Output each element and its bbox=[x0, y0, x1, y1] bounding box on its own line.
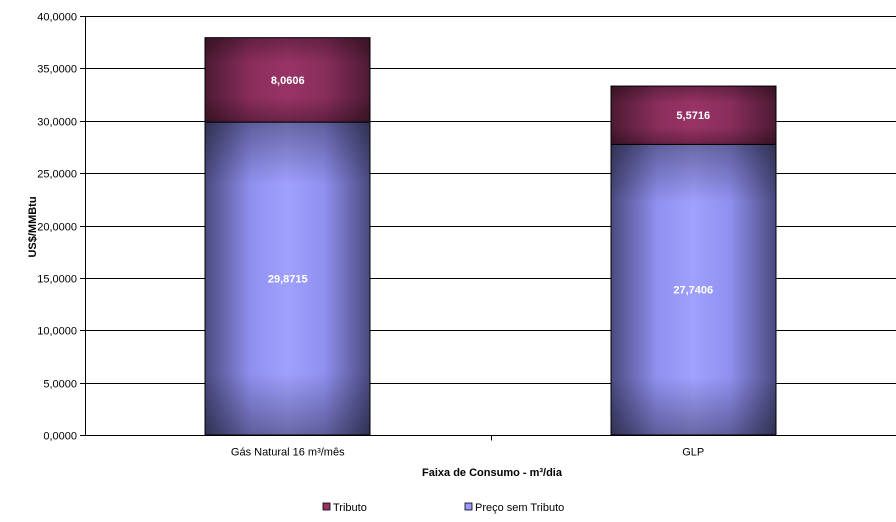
y-tick-label: 30,0000 bbox=[37, 117, 77, 129]
legend-label: Preço sem Tributo bbox=[475, 502, 564, 514]
data-label: 8,0606 bbox=[271, 75, 305, 87]
legend-swatch-tributo bbox=[322, 502, 331, 511]
y-tick-label: 5,0000 bbox=[43, 379, 77, 391]
y-tick-label: 40,0000 bbox=[37, 12, 77, 24]
axes bbox=[80, 16, 896, 441]
y-tick-label: 25,0000 bbox=[37, 169, 77, 181]
bar-segment-tributo-shade bbox=[205, 37, 370, 123]
y-tick-label: 20,0000 bbox=[37, 222, 77, 234]
y-tick-label: 15,0000 bbox=[37, 274, 77, 286]
x-axis-title: Faixa de Consumo - m³/dia bbox=[422, 467, 563, 479]
legend: Tributo Preço sem Tributo bbox=[322, 502, 564, 514]
y-tick-label: 0,0000 bbox=[43, 431, 77, 443]
data-label: 27,7406 bbox=[673, 285, 713, 297]
x-tick-label: GLP bbox=[682, 447, 704, 459]
bar-segment-preco-sem-tributo-shade bbox=[611, 144, 776, 435]
legend-label: Tributo bbox=[333, 502, 367, 514]
data-label: 5,5716 bbox=[676, 110, 710, 122]
legend-swatch-preco-sem-tributo bbox=[464, 502, 473, 511]
data-label: 29,8715 bbox=[268, 274, 308, 286]
y-tick-label: 10,0000 bbox=[37, 326, 77, 338]
bars bbox=[204, 37, 777, 436]
y-tick-label: 35,0000 bbox=[37, 64, 77, 76]
bar-segment-preco-sem-tributo-shade bbox=[205, 122, 370, 435]
x-tick-label: Gás Natural 16 m³/mês bbox=[231, 447, 345, 459]
labels: 0,0000 5,0000 10,0000 15,0000 20,0000 25,0000… bbox=[37, 12, 713, 459]
y-axis-title: US$/MMBtu bbox=[27, 196, 39, 257]
bar-segment-tributo-shade bbox=[611, 86, 776, 145]
